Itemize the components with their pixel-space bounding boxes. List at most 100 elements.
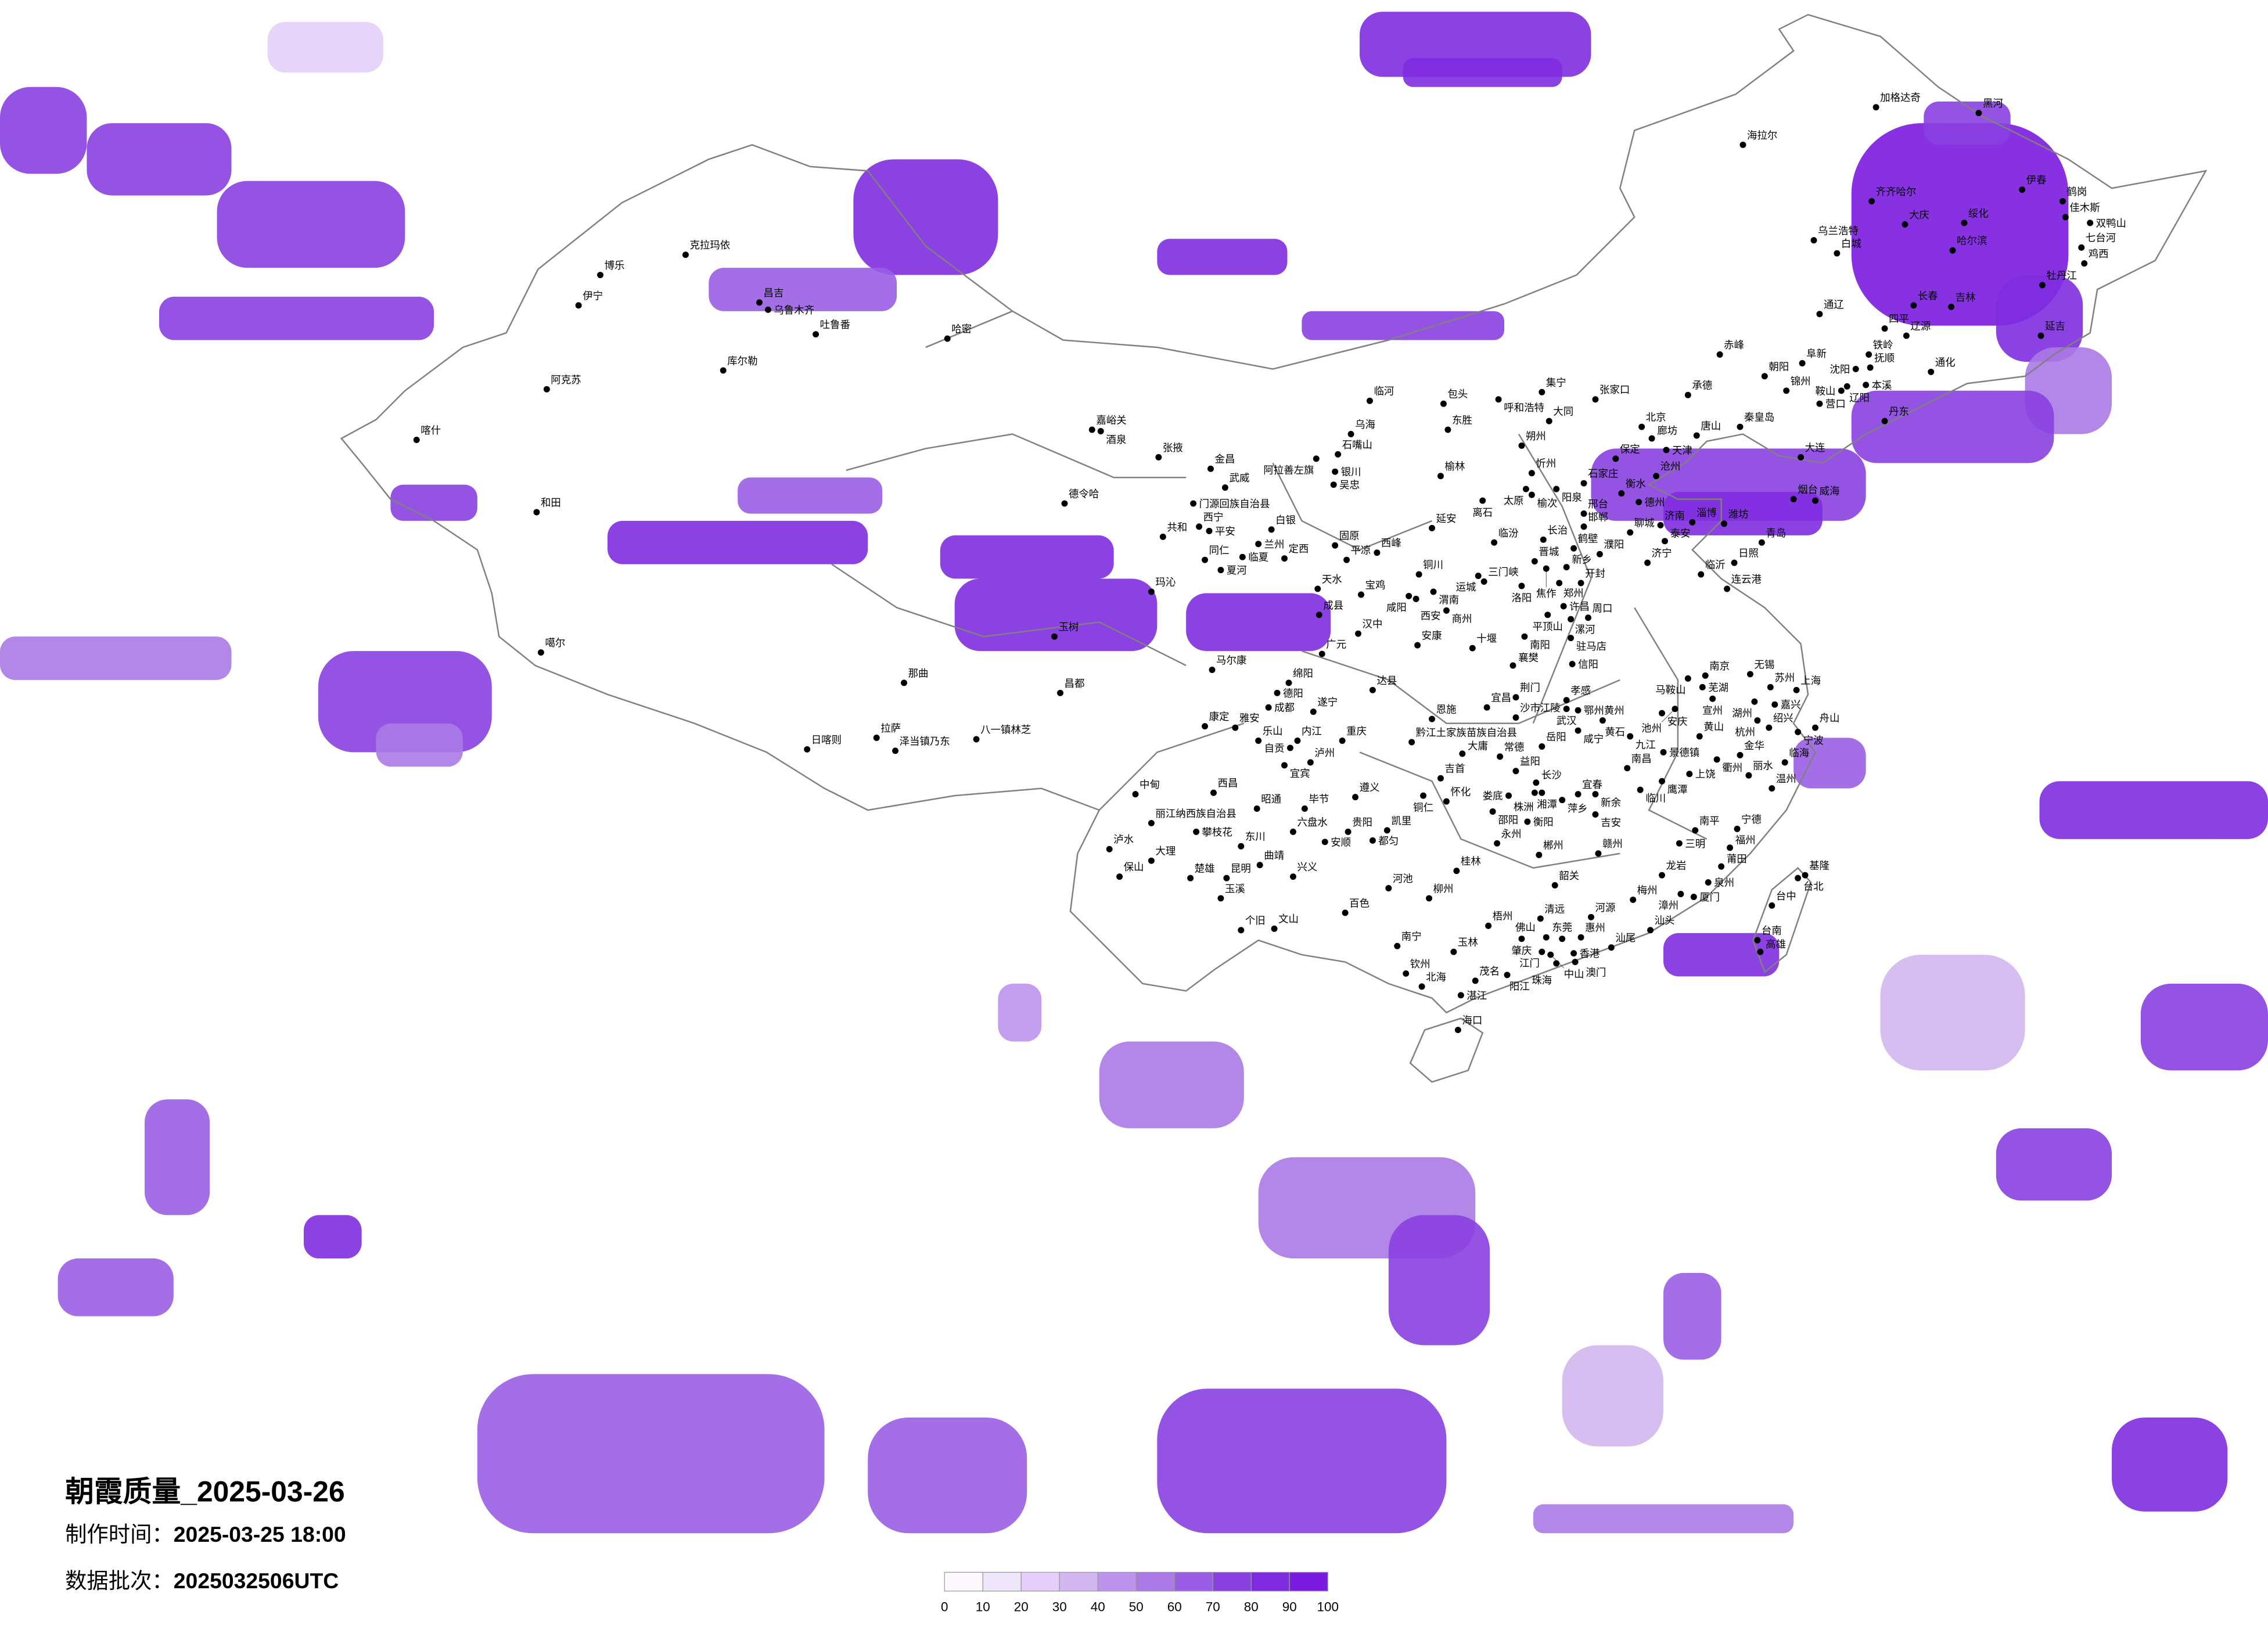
city-label: 济宁 xyxy=(1652,548,1672,560)
city-marker: 哈尔滨 xyxy=(1949,236,1987,254)
city-marker: 吐鲁番 xyxy=(813,319,850,338)
city-marker: 酒泉 xyxy=(1097,428,1126,446)
city-dot xyxy=(1677,890,1684,897)
city-dot xyxy=(1210,789,1217,796)
city-dot xyxy=(1580,510,1587,517)
city-marker: 绥化 xyxy=(1961,208,1989,226)
city-label: 泽当镇乃东 xyxy=(900,736,950,747)
city-label: 辽源 xyxy=(1910,321,1931,333)
city-label: 惠州 xyxy=(1585,923,1605,934)
cloud-cell xyxy=(868,1418,1027,1534)
city-marker: 噶尔 xyxy=(537,638,565,656)
city-label: 大连 xyxy=(1805,443,1825,454)
city-dot xyxy=(1459,750,1466,757)
city-dot xyxy=(1627,529,1634,536)
city-label: 临汾 xyxy=(1498,528,1519,539)
city-marker: 博乐 xyxy=(597,260,624,279)
city-marker: 台北 xyxy=(1795,875,1824,893)
city-label: 汉中 xyxy=(1363,619,1383,631)
city-marker: 成都 xyxy=(1265,703,1295,714)
city-marker: 淄博 xyxy=(1689,508,1717,526)
city-label: 永州 xyxy=(1501,829,1522,840)
city-marker: 营口 xyxy=(1816,399,1846,411)
city-dot xyxy=(1737,751,1744,758)
city-label: 安庆 xyxy=(1667,716,1688,728)
colorbar-tick-label: 10 xyxy=(976,1600,990,1614)
city-label: 泸水 xyxy=(1113,834,1134,846)
city-dot xyxy=(1485,922,1492,929)
city-marker: 德阳 xyxy=(1274,688,1303,700)
cloud-cell xyxy=(1302,311,1505,340)
city-marker: 厦门 xyxy=(1690,892,1720,904)
city-label: 阳江 xyxy=(1509,981,1530,993)
cloud-cell xyxy=(0,87,87,174)
city-label: 嘉兴 xyxy=(1781,700,1801,711)
city-marker: 阳江 xyxy=(1504,972,1530,993)
city-dot xyxy=(2037,332,2044,339)
cloud-cell xyxy=(940,535,1114,579)
city-dot xyxy=(1051,633,1058,640)
city-dot xyxy=(1412,595,1419,602)
city-dot xyxy=(1659,872,1665,879)
city-label: 加格达奇 xyxy=(1880,92,1921,104)
city-label: 天水 xyxy=(1322,574,1342,585)
city-label: 钦州 xyxy=(1410,959,1430,970)
city-marker: 香港 xyxy=(1570,948,1600,960)
city-dot xyxy=(1437,473,1444,480)
city-dot xyxy=(1207,465,1214,472)
city-marker: 岳阳 xyxy=(1539,732,1566,750)
city-marker: 临河 xyxy=(1366,386,1394,404)
city-label: 集宁 xyxy=(1546,377,1566,389)
city-marker: 楚雄 xyxy=(1187,864,1215,882)
city-label: 汕尾 xyxy=(1615,933,1636,944)
city-label: 自贡 xyxy=(1264,743,1285,754)
city-dot xyxy=(1866,351,1872,358)
city-marker: 新乡 xyxy=(1563,554,1592,571)
city-marker: 吉安 xyxy=(1592,811,1621,829)
city-marker: 凯里 xyxy=(1383,815,1411,834)
city-label: 衡水 xyxy=(1626,479,1646,490)
colorbar-cell xyxy=(1289,1571,1328,1592)
city-label: 萍乡 xyxy=(1568,803,1588,815)
city-label: 铜仁 xyxy=(1413,803,1433,814)
city-dot xyxy=(1559,797,1566,804)
city-dot xyxy=(813,331,820,338)
city-label: 香港 xyxy=(1580,948,1600,960)
city-label: 孝感 xyxy=(1570,685,1591,697)
city-dot xyxy=(1816,400,1823,407)
city-dot xyxy=(1608,944,1615,951)
city-marker: 钦州 xyxy=(1403,959,1430,977)
city-dot xyxy=(1318,650,1325,657)
city-dot xyxy=(1202,723,1209,730)
city-dot xyxy=(1761,373,1768,380)
city-label: 黄石 xyxy=(1605,726,1625,738)
city-marker: 黄石 xyxy=(1599,717,1625,738)
city-dot xyxy=(1310,708,1317,715)
city-marker: 宣州 xyxy=(1702,695,1723,717)
city-label: 鄂州黄州 xyxy=(1584,706,1624,717)
city-dot xyxy=(1721,520,1728,527)
city-dot xyxy=(1638,423,1645,430)
city-marker: 无锡 xyxy=(1746,659,1774,678)
city-marker: 渭南 xyxy=(1430,588,1459,606)
city-label: 梅州 xyxy=(1637,885,1658,897)
city-label: 哈尔滨 xyxy=(1957,236,1987,247)
city-label: 阜新 xyxy=(1806,348,1827,360)
city-marker: 邢台 xyxy=(1580,499,1608,517)
city-dot xyxy=(1553,485,1560,492)
city-dot xyxy=(1543,565,1550,572)
city-label: 临河 xyxy=(1374,386,1394,398)
city-marker: 唐山 xyxy=(1693,420,1721,439)
city-label: 宝鸡 xyxy=(1365,580,1386,591)
city-label: 嘉峪关 xyxy=(1096,415,1126,427)
city-marker: 安顺 xyxy=(1321,837,1351,848)
city-label: 定西 xyxy=(1289,544,1309,555)
city-dot xyxy=(2078,244,2085,251)
city-label: 乐山 xyxy=(1263,726,1283,738)
city-label: 绵阳 xyxy=(1293,668,1313,679)
city-label: 抚顺 xyxy=(1874,352,1895,364)
city-label: 郑州 xyxy=(1563,588,1584,600)
colorbar-tick-label: 100 xyxy=(1317,1600,1339,1614)
city-marker: 汕尾 xyxy=(1608,933,1636,951)
city-marker: 咸宁 xyxy=(1575,727,1604,745)
